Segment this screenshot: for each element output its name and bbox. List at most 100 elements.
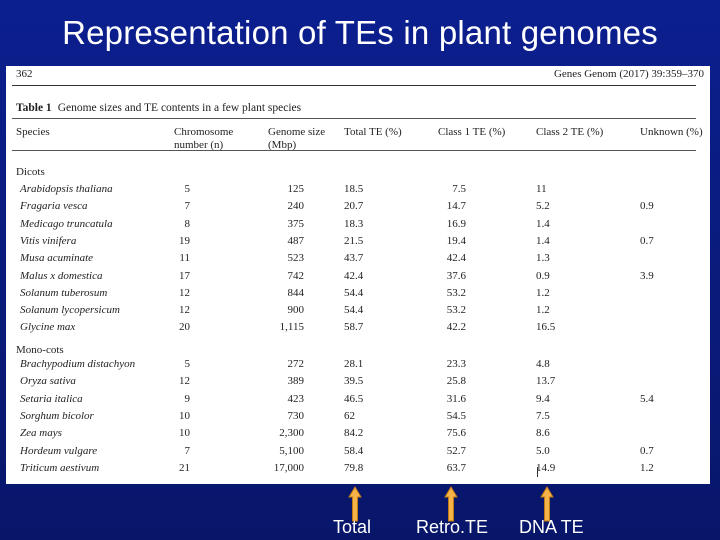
chromosome-cell: 21 xyxy=(179,461,190,474)
table-caption: Table 1 Genome sizes and TE contents in a… xyxy=(16,102,301,114)
document-header: 362 Genes Genom (2017) 39:359–370 xyxy=(12,68,704,84)
species-cell: Malus x domestica xyxy=(20,269,103,282)
total-te-cell: 39.5 xyxy=(344,375,364,388)
label-retro-te: Retro.TE xyxy=(416,517,489,537)
chromosome-cell: 17 xyxy=(179,269,190,282)
label-dna-te: DNA TE xyxy=(519,517,584,537)
class1-te-cell: 54.5 xyxy=(446,409,466,422)
header-unknown: Unknown (%) xyxy=(640,126,703,138)
header-class2-te: Class 2 TE (%) xyxy=(536,126,604,138)
header-genome-size-line2: (Mbp) xyxy=(268,139,297,151)
table-row: Hordeum vulgare 7 5,100 58.4 52.7 5.0 0.7 xyxy=(6,445,710,462)
chromosome-cell: 8 xyxy=(184,217,191,230)
unknown-cell: 0.7 xyxy=(640,234,654,247)
journal-citation: Genes Genom (2017) 39:359–370 xyxy=(553,68,704,80)
genome-size-cell: 2,300 xyxy=(279,427,304,440)
header-genome-size-line1: Genome size xyxy=(268,126,326,138)
total-te-cell: 62 xyxy=(344,409,355,422)
table-row: Medicago truncatula 8 375 18.3 16.9 1.4 xyxy=(6,218,710,235)
table-row: Oryza sativa 12 389 39.5 25.8 13.7 xyxy=(6,375,710,392)
chromosome-cell: 12 xyxy=(179,286,190,299)
up-arrow-retro-icon xyxy=(444,486,458,522)
total-te-cell: 18.3 xyxy=(344,217,364,230)
species-cell: Oryza sativa xyxy=(20,375,76,388)
total-te-cell: 21.5 xyxy=(344,234,364,247)
genome-size-cell: 17,000 xyxy=(273,461,304,474)
section-monocots: Mono-cots xyxy=(16,344,64,356)
header-rule xyxy=(12,150,696,151)
species-cell: Vitis vinifera xyxy=(20,234,77,247)
species-cell: Solanum lycopersicum xyxy=(20,304,120,317)
chromosome-cell: 9 xyxy=(184,392,191,405)
genome-size-cell: 730 xyxy=(287,409,305,422)
up-arrow-dna-icon xyxy=(540,486,554,522)
table-row: Solanum lycopersicum 12 900 54.4 53.2 1.2 xyxy=(6,304,710,321)
table-row: Solanum tuberosum 12 844 54.4 53.2 1.2 xyxy=(6,287,710,304)
class1-te-cell: 37.6 xyxy=(446,269,466,282)
class2-te-cell: 0.9 xyxy=(536,269,550,282)
genome-size-cell: 900 xyxy=(287,304,305,317)
unknown-cell: 0.7 xyxy=(640,444,654,457)
chromosome-cell: 7 xyxy=(184,200,191,213)
class1-te-cell: 53.2 xyxy=(446,304,466,317)
bracket-mark xyxy=(537,467,544,477)
unknown-cell: 3.9 xyxy=(640,269,654,282)
genome-size-cell: 5,100 xyxy=(279,444,304,457)
species-cell: Glycine max xyxy=(20,321,76,334)
chromosome-cell: 12 xyxy=(179,375,190,388)
table-row: Sorghum bicolor 10 730 62 54.5 7.5 xyxy=(6,410,710,427)
species-cell: Fragaria vesca xyxy=(20,200,88,213)
class1-te-cell: 16.9 xyxy=(446,217,466,230)
chromosome-cell: 20 xyxy=(179,321,190,334)
class2-te-cell: 11 xyxy=(536,183,547,195)
unknown-cell: 0.9 xyxy=(640,200,654,213)
chromosome-cell: 5 xyxy=(184,358,191,370)
table-row: Glycine max 20 1,115 58.7 42.2 16.5 xyxy=(6,321,710,338)
total-te-cell: 42.4 xyxy=(344,269,364,282)
table-row: Triticum aestivum 21 17,000 79.8 63.7 14.9 1.2 xyxy=(6,462,710,479)
class1-te-cell: 14.7 xyxy=(446,200,466,213)
total-te-cell: 18.5 xyxy=(344,183,364,195)
class2-te-cell: 9.4 xyxy=(536,392,550,405)
header-species: Species xyxy=(16,126,50,138)
total-te-cell: 79.8 xyxy=(344,461,364,474)
top-rule xyxy=(12,85,696,86)
genome-size-cell: 1,115 xyxy=(279,321,304,334)
class1-te-cell: 53.2 xyxy=(446,286,466,299)
table-row: Fragaria vesca 7 240 20.7 14.7 5.2 0.9 xyxy=(6,200,710,217)
table-row: Zea mays 10 2,300 84.2 75.6 8.6 xyxy=(6,427,710,444)
total-te-cell: 20.7 xyxy=(344,200,364,213)
total-te-cell: 54.4 xyxy=(344,286,364,299)
total-te-cell: 58.4 xyxy=(344,444,364,457)
class1-te-cell: 25.8 xyxy=(446,375,466,388)
chromosome-cell: 11 xyxy=(179,252,190,265)
class1-te-cell: 42.4 xyxy=(446,252,466,265)
class2-te-cell: 14.9 xyxy=(536,461,556,474)
class1-te-cell: 42.2 xyxy=(446,321,466,334)
species-cell: Solanum tuberosum xyxy=(20,286,108,299)
class1-te-cell: 23.3 xyxy=(446,358,466,370)
class2-te-cell: 13.7 xyxy=(536,375,556,388)
total-te-cell: 46.5 xyxy=(344,392,364,405)
class1-te-cell: 19.4 xyxy=(446,234,466,247)
class2-te-cell: 5.2 xyxy=(536,200,550,213)
table-row: Setaria italica 9 423 46.5 31.6 9.4 5.4 xyxy=(6,393,710,410)
total-te-cell: 54.4 xyxy=(344,304,364,317)
total-te-cell: 43.7 xyxy=(344,252,364,265)
species-cell: Sorghum bicolor xyxy=(20,409,94,422)
chromosome-cell: 19 xyxy=(179,234,190,247)
chromosome-cell: 5 xyxy=(184,183,191,195)
table-row: Malus x domestica 17 742 42.4 37.6 0.9 3.9 xyxy=(6,270,710,287)
class2-te-cell: 4.8 xyxy=(536,358,550,370)
class2-te-cell: 1.2 xyxy=(536,286,550,299)
header-chromosome-line2: number (n) xyxy=(174,139,224,151)
genome-size-cell: 125 xyxy=(287,183,305,195)
class1-te-cell: 7.5 xyxy=(452,183,466,195)
class1-te-cell: 63.7 xyxy=(446,461,466,474)
genome-size-cell: 844 xyxy=(287,286,305,299)
table-document: 362 Genes Genom (2017) 39:359–370 Table … xyxy=(6,66,710,484)
total-te-cell: 28.1 xyxy=(344,358,364,370)
species-cell: Arabidopsis thaliana xyxy=(20,183,113,195)
chromosome-cell: 12 xyxy=(179,304,190,317)
label-total: Total xyxy=(333,517,372,537)
